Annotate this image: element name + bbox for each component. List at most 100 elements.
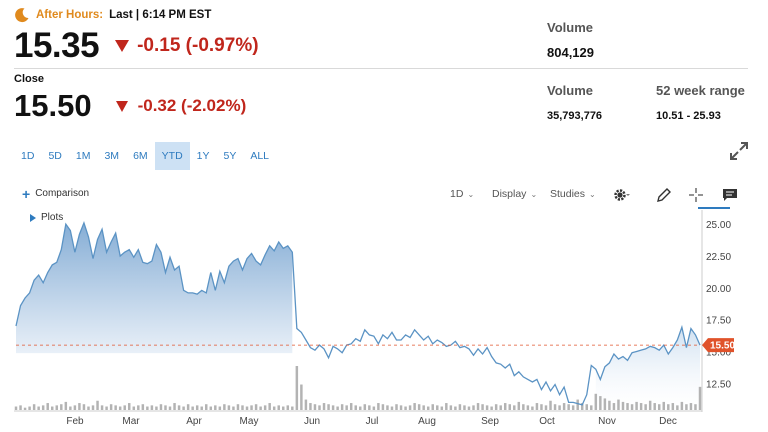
volume-bar bbox=[109, 404, 113, 410]
volume-bar bbox=[540, 404, 543, 410]
volume-bar bbox=[309, 403, 312, 410]
volume-bar bbox=[426, 406, 430, 410]
volume-bar bbox=[263, 405, 267, 410]
volume-bar bbox=[454, 406, 457, 410]
expand-icon[interactable] bbox=[728, 140, 750, 162]
volume-bar bbox=[19, 405, 22, 410]
volume-bar bbox=[41, 405, 45, 410]
x-tick-label: Mar bbox=[122, 416, 140, 427]
interval-dropdown[interactable]: 1D ⌄ bbox=[450, 188, 474, 200]
volume-bar bbox=[481, 404, 484, 410]
gear-icon[interactable] bbox=[612, 186, 630, 204]
active-tool-indicator bbox=[698, 207, 730, 209]
volume-bar bbox=[218, 406, 222, 410]
volume-bar bbox=[363, 404, 367, 410]
x-tick-label: Sep bbox=[481, 416, 499, 427]
close-price-row: 15.50 -0.32 (-2.02%) bbox=[14, 88, 246, 124]
volume-bar bbox=[685, 404, 688, 410]
period-ytd[interactable]: YTD bbox=[154, 142, 190, 170]
volume-bar bbox=[472, 405, 475, 410]
volume-bar bbox=[499, 405, 502, 410]
moon-icon bbox=[15, 8, 29, 23]
volume-bar bbox=[141, 404, 145, 410]
volume-bar bbox=[137, 405, 140, 410]
volume-bar bbox=[567, 404, 570, 410]
x-tick-label: Aug bbox=[418, 416, 436, 427]
volume-bar bbox=[150, 405, 154, 410]
volume-bar bbox=[223, 404, 226, 410]
volume-bar bbox=[594, 393, 598, 410]
volume-bar bbox=[354, 405, 357, 410]
last-price-label: 15.50 bbox=[710, 341, 735, 352]
volume-bar bbox=[272, 406, 276, 410]
volume-bar bbox=[562, 403, 566, 410]
volume-bar bbox=[648, 400, 652, 410]
studies-dropdown[interactable]: Studies ⌄ bbox=[550, 188, 596, 200]
volume-bar bbox=[349, 403, 353, 410]
x-tick-label: Apr bbox=[186, 416, 202, 427]
volume-bar bbox=[214, 405, 217, 410]
period-5d[interactable]: 5D bbox=[48, 150, 62, 162]
chevron-down-icon: ⌄ bbox=[467, 189, 475, 199]
volume-bar bbox=[408, 405, 412, 410]
volume-bar bbox=[195, 405, 199, 410]
volume-bar bbox=[377, 403, 380, 410]
volume-bar bbox=[503, 403, 507, 410]
volume-bar bbox=[490, 406, 493, 410]
comment-icon[interactable] bbox=[721, 186, 739, 204]
volume-bar bbox=[114, 405, 117, 410]
display-dropdown[interactable]: Display ⌄ bbox=[492, 188, 537, 200]
volume-bar bbox=[549, 400, 552, 410]
period-1d[interactable]: 1D bbox=[21, 150, 35, 162]
volume-bar bbox=[200, 406, 203, 410]
volume-bar bbox=[205, 404, 208, 410]
display-label: Display bbox=[492, 188, 527, 200]
plots-toggle[interactable]: Plots bbox=[30, 212, 63, 223]
period-3m[interactable]: 3M bbox=[104, 150, 120, 162]
volume-bar bbox=[232, 406, 235, 410]
y-tick-label: 20.00 bbox=[706, 284, 731, 295]
volume-bar bbox=[277, 405, 280, 410]
volume-bar bbox=[250, 405, 253, 410]
volume-bar bbox=[404, 406, 407, 410]
volume-bar bbox=[177, 405, 181, 410]
y-tick-label: 25.00 bbox=[706, 220, 731, 231]
volume-bar bbox=[603, 398, 607, 410]
volume-bar bbox=[476, 403, 480, 410]
volume-bar bbox=[155, 406, 158, 410]
volume-bar bbox=[422, 405, 425, 410]
shaded-area bbox=[16, 222, 293, 354]
volume-bar bbox=[644, 404, 647, 410]
comparison-button[interactable]: + Comparison bbox=[22, 187, 90, 201]
volume-bar bbox=[241, 405, 244, 410]
volume-bar bbox=[571, 405, 575, 410]
y-tick-label: 15.00 bbox=[706, 347, 731, 358]
volume-bar bbox=[558, 405, 561, 410]
volume-bar bbox=[259, 406, 262, 410]
volume-bar bbox=[576, 399, 579, 410]
volume-bar bbox=[399, 405, 403, 410]
period-6m[interactable]: 6M bbox=[133, 150, 148, 162]
volume-bar bbox=[372, 406, 376, 410]
pencil-icon[interactable] bbox=[655, 186, 673, 204]
volume-bar bbox=[182, 406, 185, 410]
volume-bar bbox=[37, 406, 40, 410]
period-1y[interactable]: 1Y bbox=[196, 150, 210, 162]
period-5y[interactable]: 5Y bbox=[223, 150, 237, 162]
x-tick-label: Nov bbox=[598, 416, 616, 427]
x-tick-label: Dec bbox=[659, 416, 677, 427]
studies-label: Studies bbox=[550, 188, 586, 200]
volume-bar bbox=[662, 401, 665, 410]
volume-bar bbox=[617, 399, 620, 410]
volume-bar bbox=[431, 404, 434, 410]
crosshair-icon[interactable] bbox=[687, 186, 705, 204]
period-all[interactable]: ALL bbox=[250, 150, 270, 162]
volume-bar bbox=[60, 404, 63, 410]
volume-bar bbox=[28, 406, 31, 410]
period-1m[interactable]: 1M bbox=[75, 150, 91, 162]
volume-bar bbox=[173, 403, 176, 410]
volume-bar bbox=[694, 404, 697, 410]
volume-bar bbox=[286, 405, 290, 410]
volume-bar bbox=[381, 404, 385, 410]
comparison-label: Comparison bbox=[35, 188, 90, 199]
